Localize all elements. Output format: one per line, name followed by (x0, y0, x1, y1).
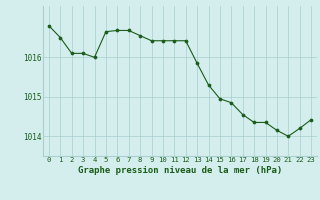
X-axis label: Graphe pression niveau de la mer (hPa): Graphe pression niveau de la mer (hPa) (78, 166, 282, 175)
